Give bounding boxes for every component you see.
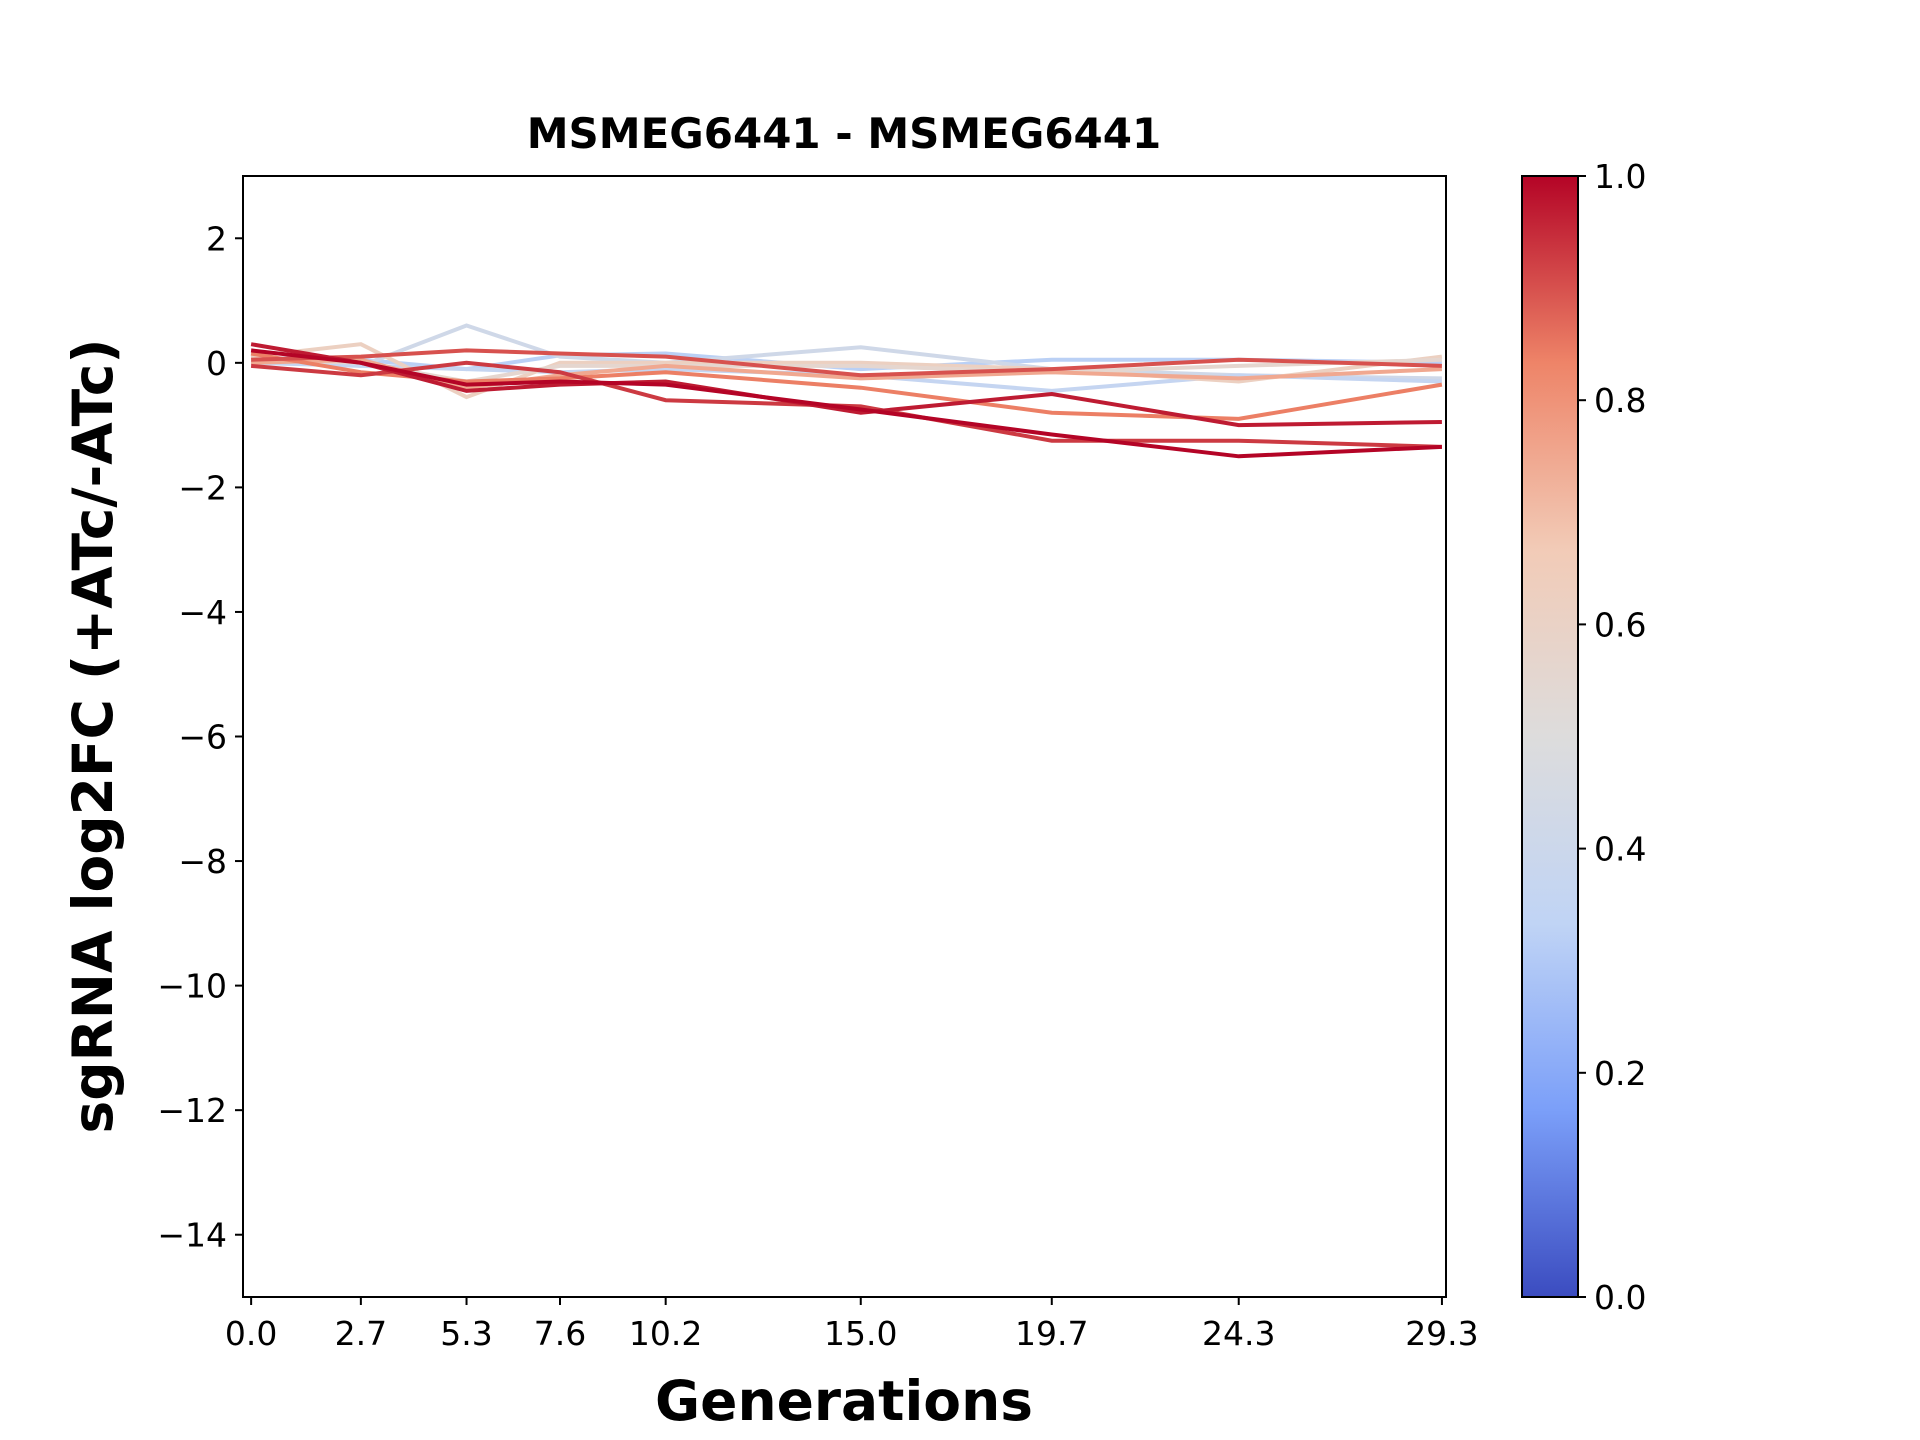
x-tick-label: 2.7 xyxy=(335,1314,387,1353)
colorbar-tick-label: 0.0 xyxy=(1594,1278,1646,1317)
colorbar-tick-label: 0.6 xyxy=(1594,605,1646,644)
colorbar-tick-label: 0.4 xyxy=(1594,830,1646,869)
x-axis: 0.0 2.7 5.3 7.6 10.2 15.0 19.7 24.3 29.3 xyxy=(225,1297,1479,1353)
x-tick-label: 24.3 xyxy=(1202,1314,1275,1353)
y-tick-label: −6 xyxy=(178,718,227,757)
y-tick-label: 2 xyxy=(206,219,227,258)
x-tick-label: 0.0 xyxy=(225,1314,277,1353)
x-tick-label: 7.6 xyxy=(534,1314,586,1353)
series-line-11 xyxy=(250,348,1442,459)
colorbar-tick-label: 1.0 xyxy=(1594,157,1646,196)
y-tick-label: −2 xyxy=(178,468,227,507)
chart-title: MSMEG6441 - MSMEG6441 xyxy=(527,109,1161,158)
series-lines xyxy=(250,323,1443,459)
x-tick-label: 29.3 xyxy=(1405,1314,1478,1353)
x-tick-label: 10.2 xyxy=(629,1314,702,1353)
colorbar xyxy=(1521,175,1579,1298)
colorbar-tick-label: 0.8 xyxy=(1594,381,1646,420)
y-axis: 2 0 −2 −4 −6 −8 −10 −12 −14 xyxy=(157,219,243,1255)
x-tick-label: 19.7 xyxy=(1015,1314,1088,1353)
series-line-7 xyxy=(250,351,1443,421)
y-tick-label: 0 xyxy=(206,344,227,383)
x-axis-label: Generations xyxy=(655,1369,1033,1433)
y-tick-label: −14 xyxy=(157,1216,227,1255)
series-line-8 xyxy=(251,348,1442,378)
y-tick-label: −8 xyxy=(178,842,227,881)
y-tick-label: −4 xyxy=(178,593,227,632)
x-tick-label: 5.3 xyxy=(440,1314,492,1353)
y-axis-label: sgRNA log2FC (+ATc/-ATc) xyxy=(61,338,125,1133)
colorbar-axis: 0.0 0.2 0.4 0.6 0.8 1.0 xyxy=(1578,157,1646,1317)
colorbar-tick-label: 0.2 xyxy=(1594,1054,1646,1093)
series-line-10 xyxy=(250,342,1442,428)
x-tick-label: 15.0 xyxy=(824,1314,897,1353)
plot-frame xyxy=(242,175,1447,1298)
y-tick-label: −10 xyxy=(157,967,227,1006)
y-tick-label: −12 xyxy=(157,1091,227,1130)
